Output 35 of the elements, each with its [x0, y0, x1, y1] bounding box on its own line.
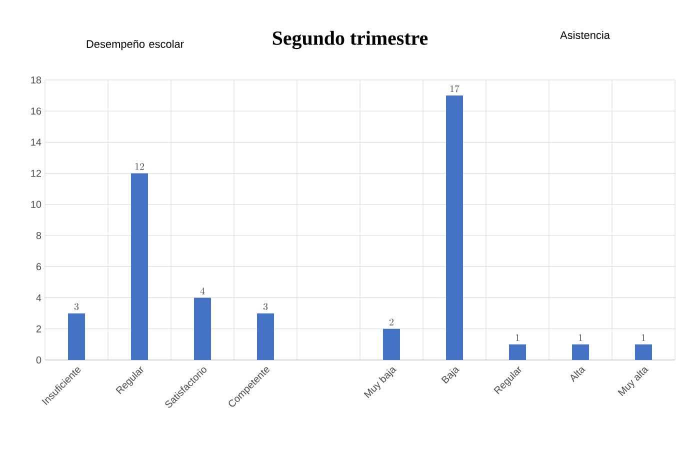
y-tick-label: 0 [36, 356, 42, 364]
bar [635, 344, 652, 360]
bar [509, 344, 526, 360]
bar [572, 344, 589, 360]
bar [257, 313, 274, 360]
y-tick-label: 2 [36, 325, 41, 332]
data-label: 3 [74, 303, 79, 310]
y-tick-label: 12 [31, 170, 41, 177]
data-label: 12 [135, 163, 144, 170]
data-label: 3 [263, 303, 268, 310]
data-label: 1 [578, 334, 582, 341]
y-tick-label: 6 [36, 263, 42, 270]
bar [446, 96, 464, 360]
data-label: 1 [516, 334, 520, 341]
bar [383, 328, 400, 360]
text: Asistencia [560, 30, 610, 40]
y-tick-label: 16 [31, 108, 42, 115]
y-tick-label: 4 [36, 294, 42, 302]
data-label: 1 [642, 334, 646, 341]
y-tick-label: 8 [36, 232, 42, 240]
bar [68, 313, 86, 360]
data-label: 4 [200, 287, 205, 294]
x-tick-label: Alta [570, 367, 586, 382]
y-tick-label: 10 [31, 200, 42, 208]
x-tick-label: Baja [441, 368, 460, 384]
x-tick-label: Muy alta [618, 368, 649, 396]
bar [131, 173, 148, 360]
x-tick-label: Muy baja [364, 368, 397, 398]
data-label: 17 [450, 85, 460, 92]
chart-title: Segundo trimestre [272, 30, 428, 50]
data-label: 2 [390, 318, 394, 326]
y-tick-label: 14 [31, 138, 42, 146]
bar [194, 298, 212, 360]
y-tick-label: 18 [31, 76, 42, 84]
text: Desempeño escolar [86, 40, 184, 50]
